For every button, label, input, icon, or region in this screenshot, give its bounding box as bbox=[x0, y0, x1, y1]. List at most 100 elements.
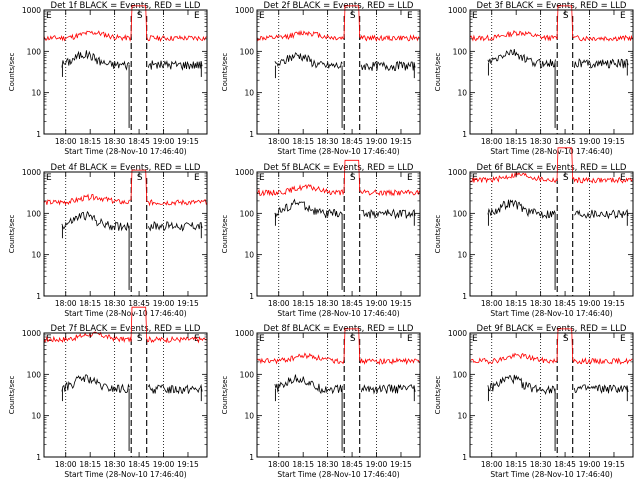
plot-frame bbox=[256, 332, 421, 458]
series-events-line bbox=[274, 52, 416, 72]
y-axis-label: Counts/sec bbox=[8, 215, 16, 254]
series-events-line bbox=[61, 374, 203, 395]
chart-panel: Det 1f BLACK = Events, RED = LLD Counts/s… bbox=[8, 1, 208, 156]
series-events-line bbox=[61, 50, 203, 71]
y-tick-label: 1000 bbox=[22, 329, 41, 338]
x-tick-label: 18:45 bbox=[128, 460, 150, 469]
y-tick-label: 100 bbox=[240, 370, 255, 379]
x-tick-label: 18:15 bbox=[79, 137, 101, 146]
x-tick-label: 18:30 bbox=[530, 137, 552, 146]
x-tick-label: 18:30 bbox=[104, 460, 126, 469]
y-tick-label: 10 bbox=[31, 251, 41, 260]
x-tick-label: 18:45 bbox=[554, 460, 576, 469]
x-tick-label: 18:30 bbox=[530, 299, 552, 308]
marker-label-s: S bbox=[563, 334, 569, 344]
chart-panel: Det 3f BLACK = Events, RED = LLD Counts/s… bbox=[434, 1, 634, 156]
x-tick-label: 18:45 bbox=[128, 137, 150, 146]
x-tick-label: 18:00 bbox=[481, 299, 503, 308]
marker-label-s: S bbox=[137, 11, 143, 21]
y-tick-label: 1000 bbox=[235, 329, 254, 338]
y-tick-label: 10 bbox=[244, 412, 254, 421]
x-tick-label: 18:15 bbox=[79, 299, 101, 308]
marker-label-e: E bbox=[194, 11, 200, 21]
y-tick-label: 100 bbox=[27, 209, 42, 218]
marker-label-s: S bbox=[137, 334, 143, 344]
series-lld-line bbox=[43, 5, 207, 43]
y-axis-label: Counts/sec bbox=[221, 215, 229, 254]
y-tick-label: 1000 bbox=[448, 329, 467, 338]
plot-frame bbox=[256, 171, 421, 297]
y-tick-label: 1000 bbox=[22, 168, 41, 177]
y-tick-label: 1 bbox=[36, 453, 41, 462]
chart-panel: Det 9f BLACK = Events, RED = LLD Counts/s… bbox=[434, 324, 634, 479]
y-tick-label: 1000 bbox=[235, 168, 254, 177]
panel-title: Det 7f BLACK = Events, RED = LLD bbox=[51, 324, 201, 334]
y-tick-label: 100 bbox=[240, 47, 255, 56]
series-lld-line bbox=[43, 306, 207, 344]
x-axis-label: Start Time (28-Nov-10 17:46:40) bbox=[277, 470, 399, 479]
marker-label-s: S bbox=[350, 334, 356, 344]
x-tick-label: 18:15 bbox=[292, 137, 314, 146]
y-tick-label: 1 bbox=[36, 292, 41, 301]
x-tick-label: 18:45 bbox=[341, 299, 363, 308]
chart-panel: Det 7f BLACK = Events, RED = LLD Counts/s… bbox=[8, 306, 208, 479]
y-tick-label: 100 bbox=[27, 370, 42, 379]
chart-panel: Det 8f BLACK = Events, RED = LLD Counts/s… bbox=[221, 324, 421, 479]
y-tick-label: 10 bbox=[457, 412, 467, 421]
x-tick-label: 19:00 bbox=[153, 137, 175, 146]
series-lld-line bbox=[469, 147, 633, 184]
x-axis-label: Start Time (28-Nov-10 17:46:40) bbox=[490, 147, 612, 156]
y-tick-label: 100 bbox=[453, 370, 468, 379]
panel-title: Det 5f BLACK = Events, RED = LLD bbox=[264, 163, 414, 173]
panel-title: Det 4f BLACK = Events, RED = LLD bbox=[51, 163, 201, 173]
x-axis-label: Start Time (28-Nov-10 17:46:40) bbox=[64, 147, 186, 156]
x-tick-label: 18:00 bbox=[268, 137, 290, 146]
series-lld-line bbox=[256, 5, 420, 42]
x-axis-label: Start Time (28-Nov-10 17:46:40) bbox=[277, 147, 399, 156]
x-tick-label: 19:15 bbox=[603, 460, 625, 469]
x-tick-label: 18:00 bbox=[481, 137, 503, 146]
panel-title: Det 2f BLACK = Events, RED = LLD bbox=[264, 1, 414, 11]
x-tick-label: 19:00 bbox=[579, 460, 601, 469]
x-tick-label: 19:15 bbox=[390, 460, 412, 469]
y-axis-label: Counts/sec bbox=[8, 376, 16, 415]
y-tick-label: 100 bbox=[240, 209, 255, 218]
chart-panel: Det 5f BLACK = Events, RED = LLD Counts/s… bbox=[221, 159, 421, 318]
x-tick-label: 18:15 bbox=[505, 299, 527, 308]
y-axis-label: Counts/sec bbox=[434, 376, 442, 415]
x-tick-label: 18:45 bbox=[341, 460, 363, 469]
x-tick-label: 18:00 bbox=[268, 460, 290, 469]
plot-frame bbox=[43, 171, 208, 297]
x-tick-label: 19:00 bbox=[153, 299, 175, 308]
y-tick-label: 1 bbox=[462, 130, 467, 139]
y-tick-label: 10 bbox=[31, 89, 41, 98]
x-axis-label: Start Time (28-Nov-10 17:46:40) bbox=[277, 309, 399, 318]
x-tick-label: 18:00 bbox=[268, 299, 290, 308]
y-tick-label: 1 bbox=[249, 453, 254, 462]
x-tick-label: 19:00 bbox=[366, 299, 388, 308]
x-axis-label: Start Time (28-Nov-10 17:46:40) bbox=[64, 470, 186, 479]
x-tick-label: 19:00 bbox=[579, 299, 601, 308]
marker-label-e: E bbox=[407, 11, 413, 21]
y-tick-label: 10 bbox=[31, 412, 41, 421]
x-tick-label: 18:45 bbox=[554, 299, 576, 308]
y-tick-label: 1000 bbox=[22, 6, 41, 15]
series-events-line bbox=[61, 210, 203, 232]
plot-frame bbox=[256, 9, 421, 135]
y-tick-label: 1 bbox=[249, 292, 254, 301]
plot-frame bbox=[43, 9, 208, 135]
y-tick-label: 1000 bbox=[235, 6, 254, 15]
x-tick-label: 19:15 bbox=[177, 299, 199, 308]
marker-label-e: E bbox=[46, 334, 52, 344]
y-tick-label: 1 bbox=[36, 130, 41, 139]
marker-label-e: E bbox=[407, 334, 413, 344]
plot-frame bbox=[43, 332, 208, 458]
marker-label-e: E bbox=[259, 11, 265, 21]
x-tick-label: 19:00 bbox=[579, 137, 601, 146]
x-tick-label: 18:15 bbox=[292, 299, 314, 308]
x-tick-label: 19:15 bbox=[177, 460, 199, 469]
series-events-line bbox=[487, 49, 629, 69]
x-tick-label: 18:45 bbox=[128, 299, 150, 308]
panel-title: Det 8f BLACK = Events, RED = LLD bbox=[264, 324, 414, 334]
